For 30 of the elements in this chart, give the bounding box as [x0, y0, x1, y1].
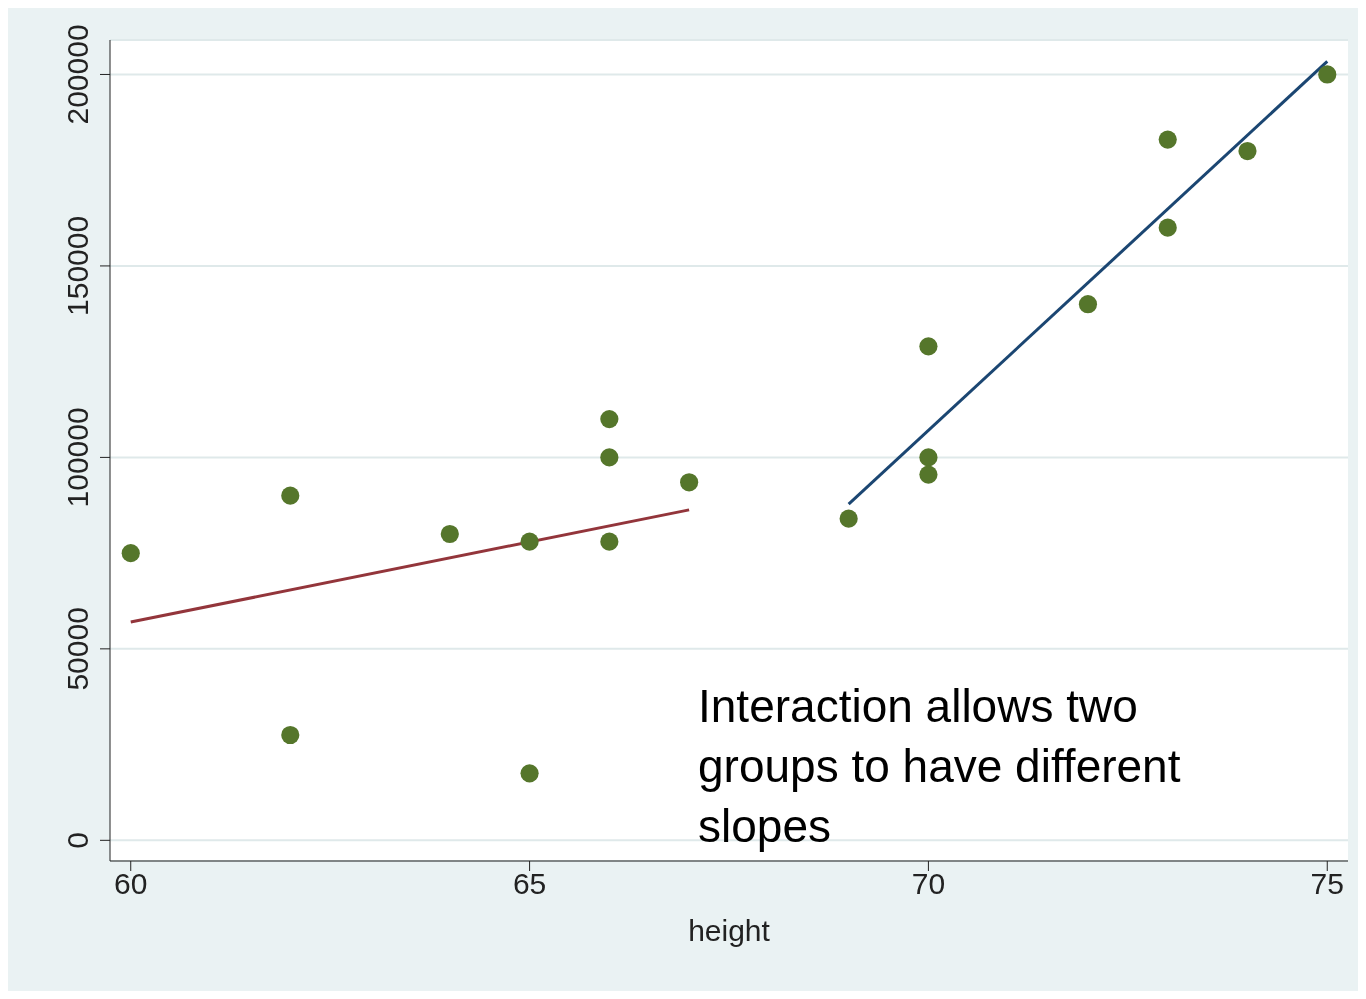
point [919, 465, 938, 484]
point [1318, 65, 1337, 84]
point [281, 486, 300, 505]
point [680, 473, 699, 492]
point [1078, 295, 1098, 314]
point [600, 448, 619, 467]
point [919, 337, 938, 356]
point [919, 448, 938, 467]
point [520, 532, 539, 551]
y-tick-label: 100000 [61, 407, 94, 508]
point [1238, 141, 1257, 161]
y-tick-label: 0 [61, 831, 94, 849]
x-axis-title: height [688, 914, 771, 947]
annotation: Interaction allows two groups to have different slopes [698, 679, 1182, 854]
point [520, 764, 539, 783]
point [600, 532, 619, 551]
point [600, 410, 619, 429]
point [121, 544, 140, 563]
y-tick-label: 200000 [61, 24, 94, 125]
x-tick-label: 70 [911, 867, 946, 901]
y-tick-label: 50000 [61, 607, 94, 691]
x-tick-label: 75 [1310, 867, 1344, 901]
x-tick-label: 60 [114, 867, 148, 901]
point [440, 524, 459, 544]
y-tick-label: 150000 [61, 215, 94, 316]
point [1158, 130, 1177, 149]
point [281, 725, 300, 745]
point [839, 509, 858, 528]
x-tick-label: 65 [512, 867, 547, 901]
point [1158, 218, 1177, 237]
